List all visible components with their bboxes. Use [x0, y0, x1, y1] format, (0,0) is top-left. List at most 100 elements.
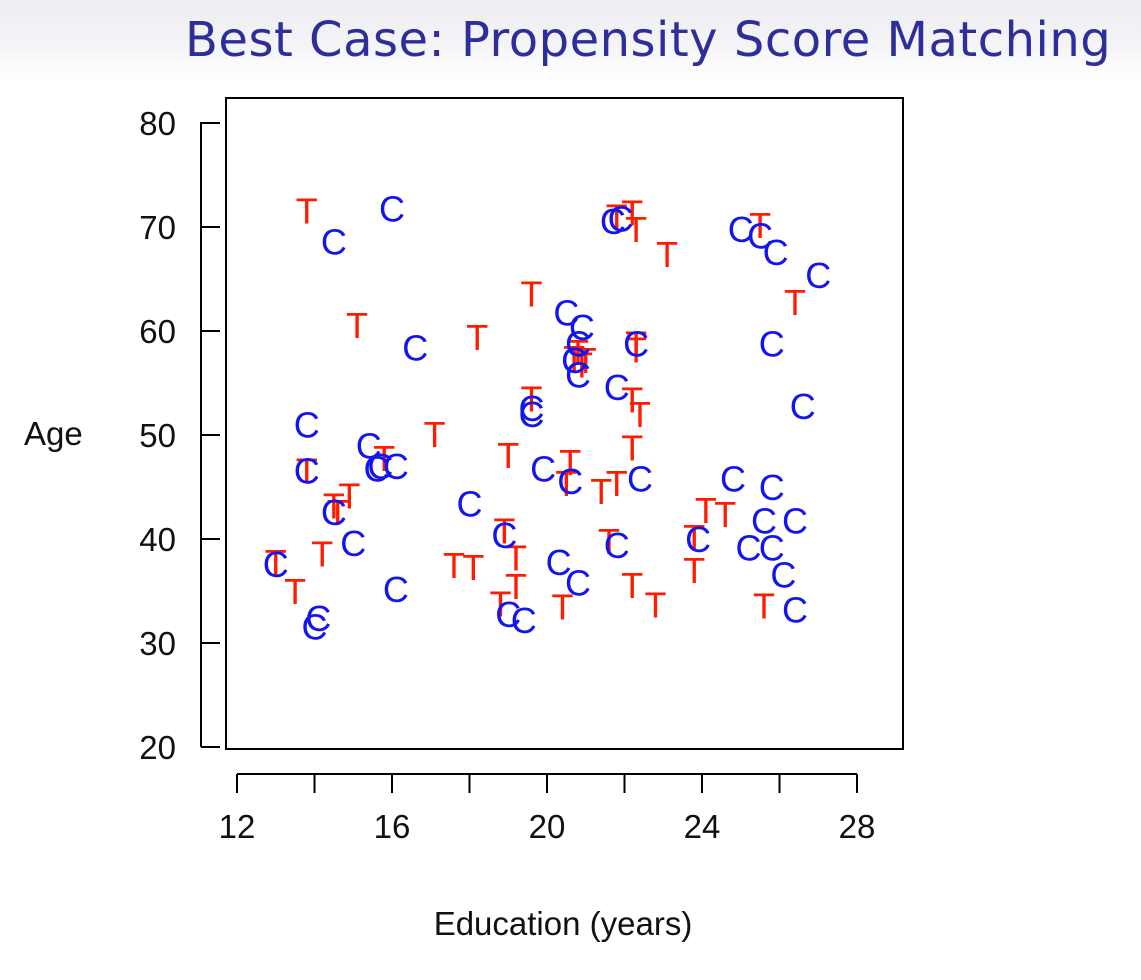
control-point-marker: C	[530, 448, 556, 489]
y-tick-label: 20	[139, 729, 176, 766]
treated-point-marker: T	[443, 545, 465, 586]
control-point-marker: C	[747, 215, 773, 256]
treated-point-marker: T	[373, 438, 395, 479]
control-point-marker: C	[604, 525, 630, 566]
control-point-marker: C	[367, 446, 393, 487]
control-point-marker: C	[457, 484, 483, 525]
control-point-marker: C	[491, 515, 517, 556]
control-point-marker: C	[565, 355, 591, 396]
treated-point-marker: T	[563, 338, 585, 379]
y-tick-label: 70	[139, 209, 176, 246]
control-point-marker: C	[356, 425, 382, 466]
treated-point-marker: T	[490, 583, 512, 624]
control-point-marker: C	[519, 388, 545, 429]
control-point-marker: C	[728, 209, 754, 250]
control-point-marker: C	[565, 563, 591, 604]
control-point-marker: C	[759, 527, 785, 568]
control-point-marker: C	[770, 554, 796, 595]
control-point-marker: C	[623, 323, 649, 364]
control-point-marker: C	[759, 323, 785, 364]
treated-point-marker: T	[296, 190, 318, 231]
control-point-marker: C	[402, 328, 428, 369]
x-axis: 12 16 20 24 28	[219, 773, 876, 845]
treated-point-marker: T	[311, 534, 333, 575]
treated-point-marker: T	[462, 547, 484, 588]
control-point-marker: C	[340, 523, 366, 564]
treated-point-marker: T	[575, 340, 597, 381]
treated-point-marker: T	[606, 463, 628, 504]
y-tick-label: 30	[139, 625, 176, 662]
control-point-marker: C	[379, 188, 405, 229]
treated-point-marker: T	[505, 566, 527, 607]
control-point-marker: C	[511, 600, 537, 641]
control-point-marker: C	[553, 292, 579, 333]
plot-frame	[225, 97, 904, 750]
control-point-marker: C	[805, 255, 831, 296]
control-point-marker: C	[495, 594, 521, 635]
treated-point-marker: T	[683, 550, 705, 591]
treated-point-marker: T	[645, 585, 667, 626]
y-tick-label: 80	[139, 105, 176, 142]
treated-point-marker: T	[625, 330, 647, 371]
treated-point-marker: T	[621, 565, 643, 606]
treated-point-marker: T	[598, 521, 620, 562]
x-tick-label: 12	[219, 808, 256, 845]
control-point-marker: C	[557, 461, 583, 502]
y-axis: 20 30 40 50 60 70 80	[139, 105, 220, 766]
treated-point-marker: T	[695, 490, 717, 531]
title-band	[0, 0, 1141, 78]
treated-point-marker: T	[497, 435, 519, 476]
treated-point-marker: T	[552, 587, 574, 628]
control-point-marker: C	[321, 222, 347, 263]
treated-point-marker: T	[606, 197, 628, 238]
treated-point-marker: T	[621, 427, 643, 468]
treated-point-marker: T	[555, 463, 577, 504]
x-tick-label: 28	[839, 808, 876, 845]
y-tick-label: 50	[139, 417, 176, 454]
treated-point-marker: T	[625, 209, 647, 250]
x-tick-label: 20	[529, 808, 566, 845]
control-point-marker: C	[763, 232, 789, 273]
control-point-marker: C	[627, 459, 653, 500]
treated-point-marker: T	[753, 586, 775, 627]
x-axis-label: Education (years)	[434, 905, 693, 942]
control-point-marker: C	[782, 500, 808, 541]
treated-point-marker: T	[656, 234, 678, 275]
treated-point-marker: T	[749, 205, 771, 246]
treated-point-marker: T	[590, 471, 612, 512]
control-point-marker: C	[751, 500, 777, 541]
control-point-marker: C	[685, 519, 711, 560]
treated-point-marker: T	[714, 494, 736, 535]
control-point-marker: C	[294, 450, 320, 491]
control-point-marker: C	[294, 405, 320, 446]
treated-point-marker: T	[521, 274, 543, 315]
treated-point-marker: T	[629, 394, 651, 435]
treated-point-marker: T	[346, 305, 368, 346]
control-point-marker: C	[321, 492, 347, 533]
treated-point-marker: T	[296, 450, 318, 491]
control-point-marker: C	[546, 542, 572, 583]
treated-point-marker: T	[424, 414, 446, 455]
treated-point-marker: T	[571, 344, 593, 385]
control-point-marker: C	[561, 340, 587, 381]
control-point-marker: C	[569, 307, 595, 348]
control-point-marker: C	[720, 459, 746, 500]
control-point-marker: C	[383, 446, 409, 487]
treated-point-marker: T	[466, 317, 488, 358]
treated-point-marker: T	[505, 538, 527, 579]
treated-point-marker: T	[493, 511, 515, 552]
treated-point-marker: T	[621, 380, 643, 421]
control-point-marker: C	[759, 467, 785, 508]
control-point-marker: C	[608, 199, 634, 240]
control-point-marker: C	[383, 569, 409, 610]
control-point-marker: C	[600, 201, 626, 242]
treated-point-marker: T	[784, 282, 806, 323]
treated-point-marker: T	[683, 517, 705, 558]
treated-point-marker: T	[284, 571, 306, 612]
treated-point-marker: T	[338, 475, 360, 516]
y-axis-label: Age	[24, 415, 83, 452]
treated-point-marker: T	[625, 323, 647, 364]
